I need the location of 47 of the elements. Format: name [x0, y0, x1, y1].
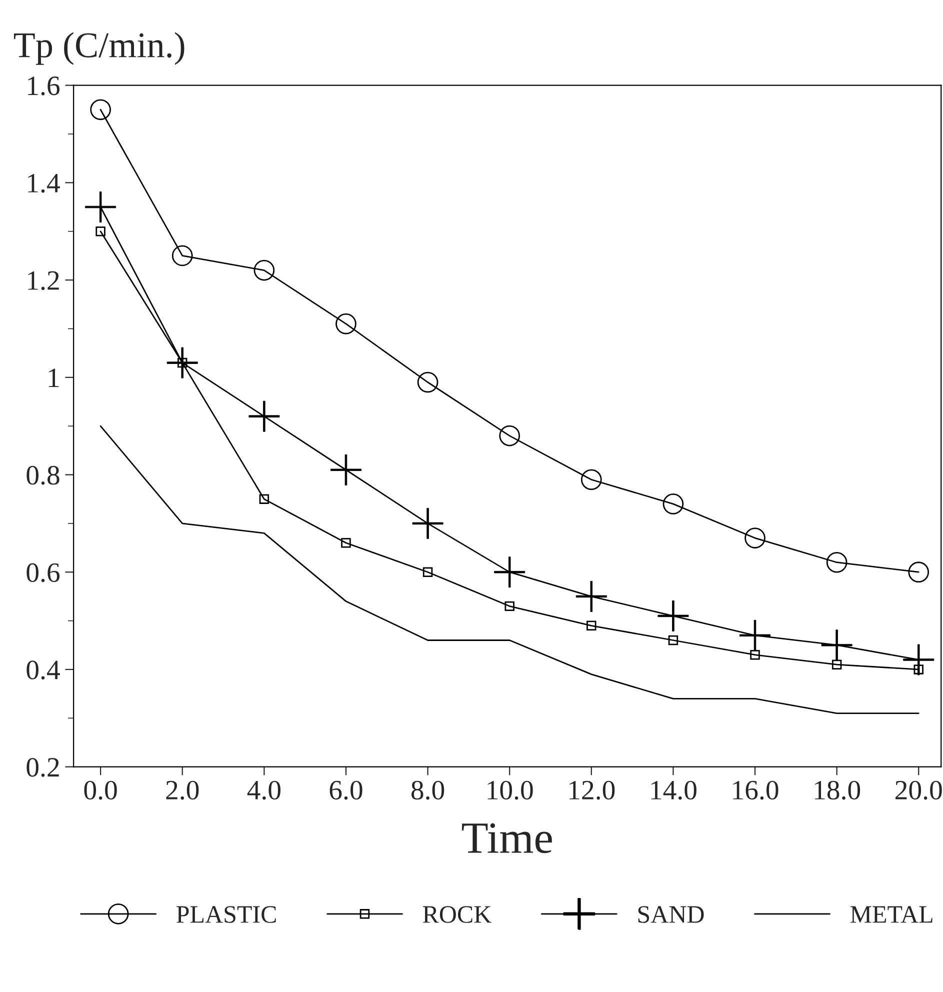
y-tick-label: 0.4 — [26, 660, 60, 680]
y-tick-label: 0.6 — [26, 563, 60, 582]
point — [422, 567, 433, 577]
y-tick-label: 0.8 — [26, 466, 60, 485]
point — [668, 635, 678, 646]
y-tick-label: 1 — [48, 368, 59, 388]
point — [504, 601, 514, 612]
point — [744, 528, 766, 548]
point — [90, 99, 111, 120]
x-tick-label: 12.0 — [570, 780, 615, 800]
point — [336, 313, 356, 334]
legend-label: ROCK — [422, 906, 492, 923]
point — [662, 494, 684, 514]
x-tick-label: 4.0 — [247, 780, 280, 800]
point — [96, 226, 106, 236]
point — [586, 620, 596, 631]
legend-label: METAL — [850, 906, 932, 923]
y-tick-label: 0.2 — [26, 758, 59, 777]
x-tick-label: 10.0 — [488, 780, 533, 800]
point — [580, 469, 602, 490]
legend-label: PLASTIC — [176, 906, 276, 923]
point — [499, 425, 520, 446]
point — [259, 494, 270, 504]
legend-label: SAND — [638, 906, 704, 923]
x-tick-label: 2.0 — [166, 780, 199, 800]
x-tick-label: 18.0 — [814, 780, 860, 800]
x-axis-title: Time — [462, 823, 552, 854]
x-tick-label: 14.0 — [651, 780, 696, 800]
y-axis-title: Tp (C/min.) — [14, 32, 184, 65]
point — [417, 372, 438, 393]
point — [826, 552, 848, 573]
point — [908, 562, 930, 583]
point — [750, 650, 760, 660]
point — [832, 660, 842, 670]
x-tick-label: 16.0 — [733, 780, 778, 800]
y-tick-label: 1.6 — [28, 76, 60, 96]
point — [254, 260, 275, 281]
point — [341, 538, 351, 548]
y-tick-label: 1.2 — [28, 271, 59, 290]
y-tick-label: 1.4 — [28, 174, 60, 193]
x-tick-label: 20.0 — [896, 780, 942, 800]
line-series — [100, 425, 920, 714]
x-tick-label: 6.0 — [330, 780, 362, 800]
point — [172, 245, 193, 266]
x-tick-label: 0.0 — [84, 780, 117, 800]
x-tick-label: 8.0 — [411, 780, 444, 800]
point — [914, 664, 924, 674]
